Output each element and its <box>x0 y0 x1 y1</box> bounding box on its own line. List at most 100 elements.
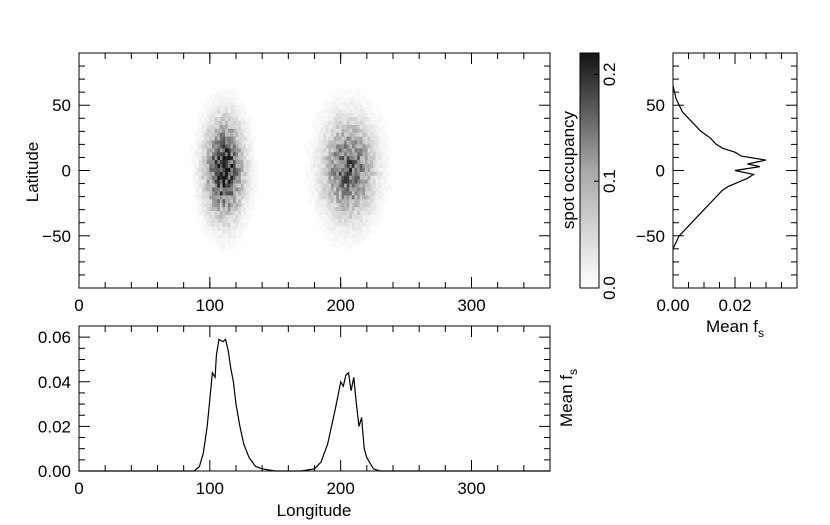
heatmap-cell <box>328 238 332 243</box>
heatmap-cell <box>365 104 368 110</box>
heatmap-cell <box>346 183 350 188</box>
heatmap-cell <box>338 136 342 141</box>
heatmap-cell <box>193 155 197 161</box>
heatmap-cell <box>315 187 319 192</box>
heatmap-cell <box>315 210 319 215</box>
heatmap-cell <box>235 218 239 223</box>
heatmap-cell <box>199 116 202 121</box>
heatmap-cell <box>315 206 319 211</box>
heatmap-cell <box>351 155 355 161</box>
heatmap-cell <box>359 144 363 149</box>
heatmap-cell <box>385 144 389 149</box>
heatmap-cell <box>359 230 363 235</box>
heatmap-cell <box>385 198 389 204</box>
heatmap-cell <box>227 175 231 180</box>
heatmap-cell <box>246 159 250 164</box>
heatmap-cell <box>359 183 363 188</box>
heatmap-cell <box>201 155 205 161</box>
heatmap-cell <box>222 175 226 180</box>
heatmap-cell <box>351 191 355 196</box>
heatmap-cell <box>351 144 355 149</box>
heatmap-cell <box>320 116 324 121</box>
heatmap-cell <box>336 104 340 110</box>
heatmap-cell <box>328 132 332 137</box>
heatmap-cell <box>357 210 361 215</box>
heatmap-cell <box>325 195 329 200</box>
heatmap-cell <box>378 120 382 125</box>
heatmap-cell <box>199 163 202 168</box>
heatmap-cell <box>354 89 358 94</box>
heatmap-cell <box>233 214 236 219</box>
heatmap-cell <box>349 226 353 231</box>
heatmap-cell <box>230 214 234 219</box>
heatmap-cell <box>331 155 334 161</box>
heatmap-cell <box>222 202 226 208</box>
heatmap-cell <box>304 144 308 149</box>
heatmap-cell <box>325 179 329 184</box>
heatmap-cell <box>365 151 368 157</box>
heatmap-cell <box>193 132 197 137</box>
heatmap-cell <box>317 222 321 227</box>
heatmap-cell <box>235 179 239 184</box>
heatmap-cell <box>230 136 234 141</box>
heatmap-cell <box>243 116 247 121</box>
heatmap-cell <box>336 245 340 251</box>
heatmap-cell <box>365 226 368 231</box>
heatmap-cell <box>331 120 334 125</box>
heatmap-cell <box>333 151 337 157</box>
heatmap-cell <box>196 198 200 204</box>
heatmap-cell <box>230 128 234 133</box>
heatmap-cell <box>351 163 355 168</box>
heatmap-cell <box>243 155 247 161</box>
heatmap-cell <box>351 187 355 192</box>
heatmap-cell <box>328 191 332 196</box>
heatmap-cell <box>243 191 247 196</box>
heatmap-cell <box>362 210 366 215</box>
heatmap-cell <box>344 112 348 117</box>
heatmap-cell <box>338 195 342 200</box>
heatmap-cell <box>209 230 213 235</box>
heatmap-cell <box>346 108 350 114</box>
heatmap-cell <box>346 159 350 164</box>
heatmap-cell <box>233 112 236 117</box>
heatmap-cell <box>365 124 368 129</box>
heatmap-cell <box>385 195 389 200</box>
heatmap-cell <box>240 144 244 149</box>
heatmap-cell <box>196 206 200 211</box>
heatmap-cell <box>206 195 210 200</box>
heatmap-cell <box>370 198 374 204</box>
heatmap-cell <box>323 183 327 188</box>
heatmap-cell <box>248 183 252 188</box>
heatmap-cell <box>375 191 379 196</box>
heatmap-cell <box>212 116 216 121</box>
heatmap-cell <box>375 183 379 188</box>
heatmap-cell <box>336 163 340 168</box>
heatmap-cell <box>225 230 229 235</box>
heatmap-cell <box>331 226 334 231</box>
heatmap-cell <box>212 136 216 141</box>
x-tick-label: 0 <box>74 479 83 498</box>
heatmap-cell <box>212 210 216 215</box>
heatmap-cell <box>320 187 324 192</box>
heatmap-cell <box>225 112 229 117</box>
heatmap-cell <box>317 128 321 133</box>
heatmap-cell <box>320 214 324 219</box>
heatmap-cell <box>383 144 387 149</box>
heatmap-cell <box>349 128 353 133</box>
heatmap-cell <box>351 128 355 133</box>
heatmap-cell <box>222 183 226 188</box>
heatmap-cell <box>378 198 382 204</box>
heatmap-cell <box>344 136 348 141</box>
heatmap-cell <box>388 171 392 176</box>
heatmap-cell <box>227 97 231 102</box>
heatmap-cell <box>227 226 231 231</box>
heatmap-cell <box>320 148 324 153</box>
heatmap-cell <box>370 112 374 117</box>
heatmap-cell <box>375 198 379 204</box>
heatmap-cell <box>206 132 210 137</box>
heatmap-cell <box>225 151 229 157</box>
heatmap-cell <box>333 187 337 192</box>
heatmap-cell <box>372 159 376 164</box>
heatmap-cell <box>230 198 234 204</box>
heatmap-cell <box>201 214 205 219</box>
